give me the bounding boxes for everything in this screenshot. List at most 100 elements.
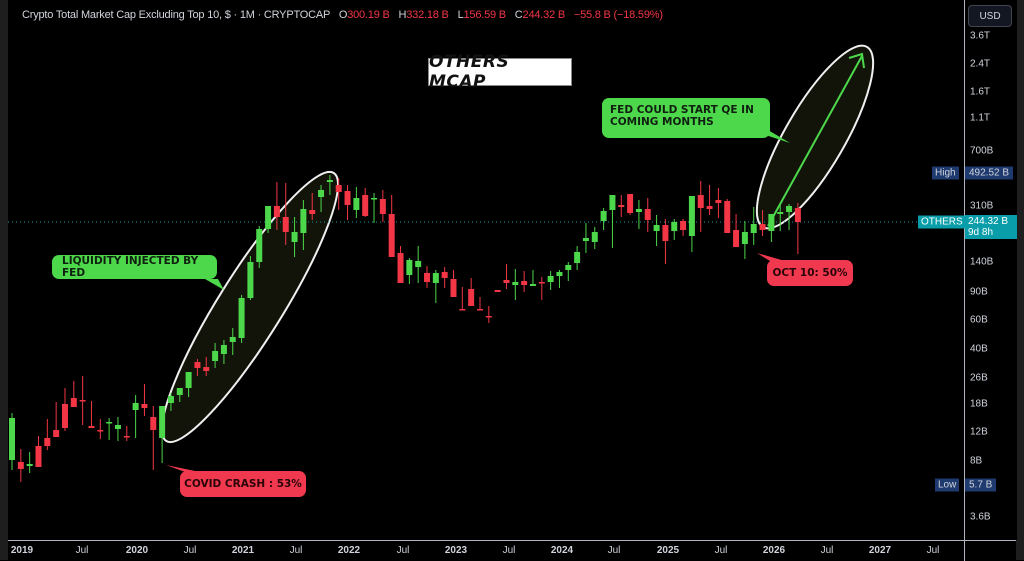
time-tick: Jul	[289, 545, 303, 556]
candle-body	[176, 388, 183, 395]
candle-body	[61, 404, 68, 428]
candle-body	[688, 196, 695, 236]
chart-plot-area[interactable]	[8, 0, 964, 540]
price-tick: 3.6B	[970, 511, 991, 523]
low-tag: Low	[935, 478, 960, 492]
oct10-callout[interactable]: OCT 10: 50%	[767, 260, 853, 286]
candle-body	[326, 180, 333, 182]
candle-body	[759, 224, 766, 230]
forecast-arrow	[767, 55, 863, 227]
symbol-legend: Crypto Total Market Cap Excluding Top 10…	[22, 9, 663, 21]
time-tick: Jul	[396, 545, 410, 556]
candle-body	[97, 430, 104, 432]
time-axis[interactable]: 2019 Jul 2020 Jul 2021 Jul 2022 Jul 2023 Jul 2024 J…	[8, 540, 1016, 561]
candle-body	[123, 436, 130, 438]
candle-body	[318, 190, 325, 197]
candle-body	[521, 281, 528, 285]
candle-body	[494, 290, 501, 292]
time-tick: Jul	[502, 545, 516, 556]
candle-body	[591, 232, 598, 242]
candle-body	[238, 298, 245, 338]
left-toolbar-strip	[0, 0, 8, 560]
candle-body	[715, 200, 722, 203]
candle-body	[574, 252, 581, 263]
candle-body	[17, 462, 24, 469]
price-tick: 140B	[970, 256, 994, 268]
candle-body	[132, 403, 139, 410]
axis-corner-divider	[964, 541, 965, 561]
candle-body	[618, 205, 625, 207]
chart-title-annotation[interactable]: OTHERS MCAP	[428, 52, 572, 92]
currency-button[interactable]: USD	[968, 5, 1012, 27]
symbol-title[interactable]: Crypto Total Market Cap Excluding Top 10…	[22, 9, 330, 21]
time-tick: 2024	[550, 545, 574, 556]
open-label: O	[338, 9, 348, 21]
candle-body	[724, 201, 731, 233]
covid-crash-callout[interactable]: COVID CRASH : 53%	[180, 471, 306, 497]
candle-body	[450, 279, 457, 297]
candle-body	[662, 225, 669, 241]
candle-body	[547, 276, 554, 282]
price-tick: 26B	[970, 372, 988, 384]
oct10-callout-tail	[757, 253, 785, 261]
candle-body	[768, 214, 775, 231]
candle-body	[159, 406, 166, 438]
candle-body	[680, 221, 687, 230]
candle-body	[273, 206, 280, 217]
candle-body	[185, 372, 192, 388]
low-label: L	[457, 9, 464, 21]
high-label: H	[398, 9, 407, 21]
fed-qe-callout[interactable]: FED COULD START QE IN COMING MONTHS	[602, 98, 770, 138]
price-tick: 18B	[970, 398, 988, 410]
candle-body	[794, 208, 801, 222]
time-tick: 2021	[231, 545, 255, 556]
candle-body	[503, 280, 510, 283]
time-tick: Jul	[607, 545, 621, 556]
candle-body	[565, 265, 572, 270]
price-tick: 8B	[970, 455, 983, 467]
candle-countdown: 9d 8h	[968, 227, 994, 238]
arrow-head-icon	[848, 52, 865, 69]
price-tick: 700B	[970, 145, 994, 157]
last-price-value: 244.32 B	[968, 216, 1009, 227]
candle-body	[786, 206, 793, 212]
liquidity-callout[interactable]: LIQUIDITY INJECTED BY FED	[52, 255, 217, 279]
price-tick: 2.4T	[970, 58, 991, 70]
candle-body	[512, 282, 519, 285]
candle-body	[141, 404, 148, 408]
price-tick: 12B	[970, 426, 988, 438]
candle-body	[212, 351, 219, 361]
candle-body	[282, 217, 289, 232]
candle-body	[644, 209, 651, 220]
close-value: 244.32 B	[522, 9, 566, 21]
candle-body	[733, 230, 740, 247]
candle-body	[114, 425, 121, 429]
time-tick: 2027	[868, 545, 892, 556]
price-tick: 310B	[970, 200, 994, 212]
time-tick: 2020	[125, 545, 149, 556]
candle-body	[750, 224, 757, 233]
candle-body	[697, 195, 704, 208]
candle-body	[229, 337, 236, 342]
right-toolbar-strip	[1016, 0, 1024, 560]
candle-body	[371, 198, 378, 200]
candle-body	[635, 209, 642, 212]
time-tick: 2022	[337, 545, 361, 556]
candle-body	[309, 210, 316, 214]
candle-body	[44, 438, 51, 446]
candle-body	[9, 418, 15, 460]
candle-body	[388, 214, 395, 257]
symbol-tag: OTHERS	[918, 215, 966, 229]
candle-body	[459, 309, 466, 311]
time-tick: Jul	[183, 545, 197, 556]
covid-callout-tail	[166, 465, 200, 472]
fed-qe-line-2: COMING MONTHS	[610, 116, 714, 128]
candle-body	[26, 464, 33, 466]
high-price-tag: 492.52 B	[965, 166, 1014, 180]
candle-body	[432, 273, 439, 283]
last-price-tag: 244.32 B 9d 8h	[965, 215, 1017, 239]
liquidity-callout-tail	[205, 279, 224, 290]
price-axis[interactable]: 3.6T 2.4T 1.6T 1.1T 700B 310B 140B 90B 60B 40B 26B…	[964, 0, 1017, 540]
candle-body	[335, 185, 342, 192]
high-tag: High	[932, 166, 959, 180]
